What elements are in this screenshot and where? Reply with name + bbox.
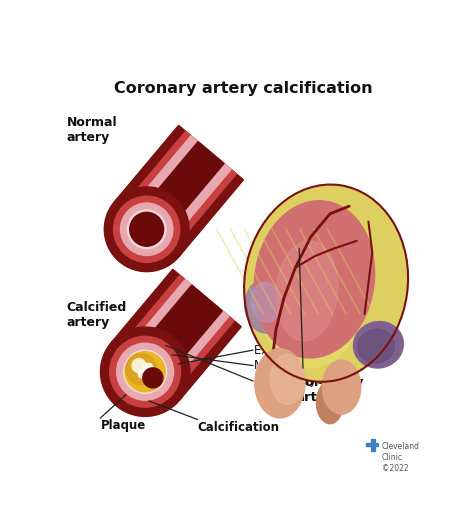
Text: Normal
artery: Normal artery bbox=[66, 116, 117, 144]
FancyBboxPatch shape bbox=[371, 439, 374, 451]
Ellipse shape bbox=[358, 329, 394, 363]
Circle shape bbox=[100, 327, 190, 416]
Ellipse shape bbox=[270, 354, 305, 405]
Ellipse shape bbox=[276, 241, 338, 341]
Text: Plaque: Plaque bbox=[100, 419, 146, 432]
Text: External layer: External layer bbox=[255, 344, 337, 357]
Circle shape bbox=[120, 203, 173, 255]
Circle shape bbox=[138, 370, 146, 378]
Ellipse shape bbox=[354, 322, 403, 368]
Circle shape bbox=[144, 363, 153, 372]
Text: Medial layer: Medial layer bbox=[255, 359, 327, 372]
FancyBboxPatch shape bbox=[366, 442, 378, 447]
Polygon shape bbox=[121, 131, 237, 251]
Ellipse shape bbox=[317, 381, 343, 424]
Polygon shape bbox=[134, 142, 224, 240]
Polygon shape bbox=[118, 275, 234, 395]
Circle shape bbox=[117, 343, 173, 400]
Text: Intimal layer: Intimal layer bbox=[255, 374, 329, 388]
Ellipse shape bbox=[322, 360, 361, 414]
Ellipse shape bbox=[261, 245, 361, 368]
Polygon shape bbox=[127, 136, 231, 246]
Text: Calcified
artery: Calcified artery bbox=[66, 301, 127, 329]
Circle shape bbox=[114, 196, 180, 262]
Ellipse shape bbox=[255, 349, 305, 418]
Circle shape bbox=[104, 187, 189, 272]
Circle shape bbox=[124, 350, 167, 393]
Polygon shape bbox=[111, 269, 241, 400]
Circle shape bbox=[126, 354, 157, 385]
Text: Coronary
arteries: Coronary arteries bbox=[295, 375, 364, 404]
Circle shape bbox=[143, 368, 163, 388]
Circle shape bbox=[125, 352, 165, 392]
Polygon shape bbox=[123, 280, 229, 390]
Circle shape bbox=[132, 358, 146, 372]
Circle shape bbox=[109, 336, 181, 407]
Polygon shape bbox=[130, 285, 222, 384]
Ellipse shape bbox=[245, 185, 407, 381]
Circle shape bbox=[128, 210, 166, 249]
Circle shape bbox=[147, 372, 154, 379]
Polygon shape bbox=[114, 125, 244, 256]
Text: Calcification: Calcification bbox=[198, 421, 280, 434]
Text: Cleveland
Clinic
©2022: Cleveland Clinic ©2022 bbox=[382, 442, 419, 473]
Text: Coronary artery calcification: Coronary artery calcification bbox=[114, 81, 372, 96]
Circle shape bbox=[130, 212, 164, 246]
Ellipse shape bbox=[255, 201, 374, 358]
Ellipse shape bbox=[251, 282, 281, 322]
Ellipse shape bbox=[245, 279, 287, 333]
